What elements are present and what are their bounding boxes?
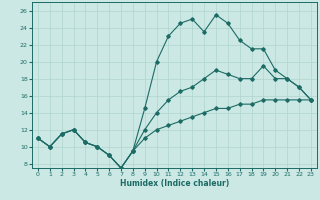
X-axis label: Humidex (Indice chaleur): Humidex (Indice chaleur) <box>120 179 229 188</box>
